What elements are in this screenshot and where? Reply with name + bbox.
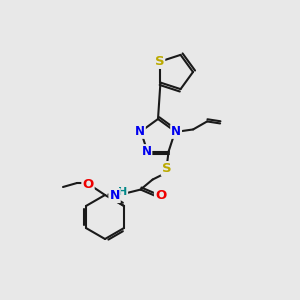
Text: O: O <box>155 189 166 202</box>
Text: O: O <box>82 178 94 190</box>
Text: N: N <box>171 125 181 138</box>
Text: H: H <box>118 187 127 196</box>
Text: S: S <box>154 55 164 68</box>
Text: N: N <box>110 189 120 202</box>
Text: S: S <box>162 162 171 175</box>
Text: N: N <box>141 145 152 158</box>
Text: N: N <box>135 125 145 138</box>
